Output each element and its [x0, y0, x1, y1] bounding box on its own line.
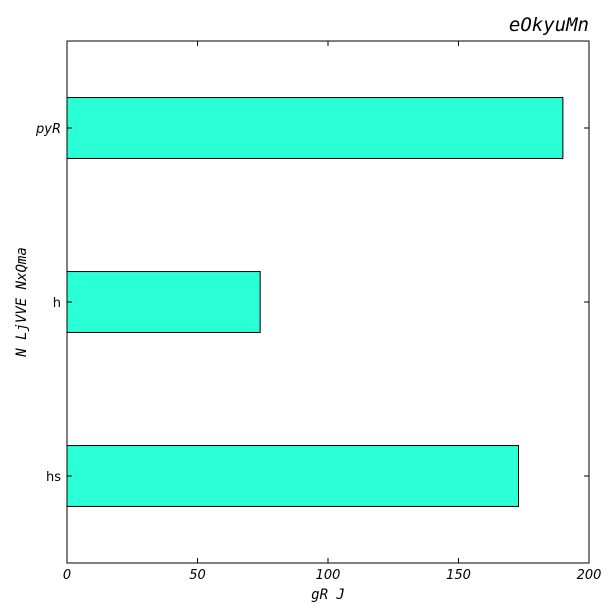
- ticks-layer: 0 50 100 150 200 hs h pyR: [35, 41, 601, 583]
- y-axis-label: N LjVVE NxQma: [14, 247, 30, 358]
- x-tick-label: 50: [189, 568, 206, 583]
- x-tick-label: 150: [446, 568, 471, 583]
- x-axis-label: gR J: [311, 587, 345, 603]
- chart-title: eOkyuMn: [509, 14, 589, 36]
- x-tick-label: 200: [577, 568, 602, 583]
- bars-layer: [66, 97, 564, 507]
- x-tick-label: 100: [316, 568, 341, 583]
- bar-hs: [66, 445, 520, 507]
- y-tick-label-hs: hs: [46, 470, 61, 485]
- bar-pyR: [66, 97, 564, 159]
- y-tick-label-h: h: [53, 296, 61, 311]
- bar-h: [66, 271, 261, 333]
- y-tick-label-pyR: pyR: [35, 122, 61, 137]
- x-tick-label: 0: [63, 568, 71, 583]
